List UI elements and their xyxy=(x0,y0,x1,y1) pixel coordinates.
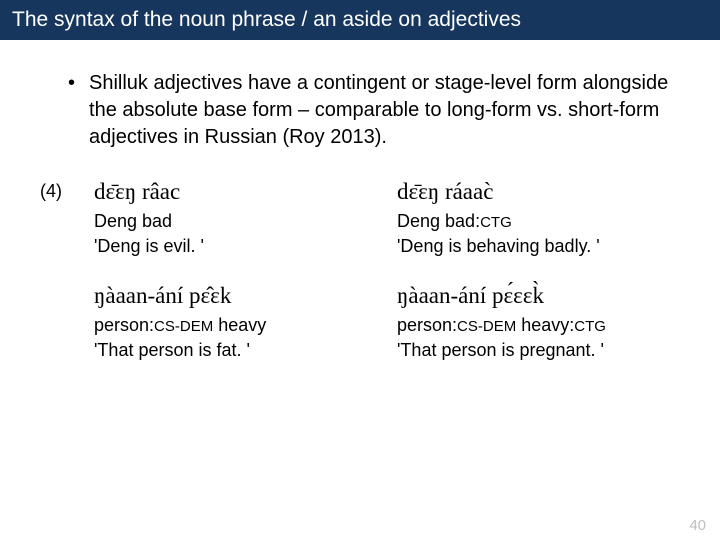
shilluk-line: ŋàaan-ání pɛ́ɛɛk̀ xyxy=(397,283,680,309)
page-number: 40 xyxy=(689,517,706,534)
slide-title-bar: The syntax of the noun phrase / an aside… xyxy=(0,0,720,40)
gloss-text: Deng bad: xyxy=(397,211,480,231)
example-b: dɛ̄ɛŋ ráaac̀ Deng bad:CTG 'Deng is behav… xyxy=(397,179,680,279)
gloss-smallcaps: CS-DEM xyxy=(457,318,516,335)
gloss-line: person:CS-DEM heavy xyxy=(94,315,377,336)
gloss-text: person: xyxy=(397,315,457,335)
translation-line: 'Deng is evil. ' xyxy=(94,236,377,257)
example-a: dɛ̄ɛŋ râac Deng bad 'Deng is evil. ' xyxy=(94,179,377,279)
gloss-text: person: xyxy=(94,315,154,335)
translation-line: 'That person is pregnant. ' xyxy=(397,340,680,361)
gloss-smallcaps: CS-DEM xyxy=(154,318,213,335)
gloss-text: heavy: xyxy=(516,315,574,335)
examples-grid: dɛ̄ɛŋ râac Deng bad 'Deng is evil. ' dɛ̄… xyxy=(94,179,680,383)
slide-title: The syntax of the noun phrase / an aside… xyxy=(12,8,521,31)
example-number: (4) xyxy=(40,179,94,383)
gloss-smallcaps: CTG xyxy=(480,214,512,231)
shilluk-line: ŋàaan-ání pɛ̂ɛk xyxy=(94,283,377,309)
bullet-marker: • xyxy=(68,70,75,151)
slide-content: • Shilluk adjectives have a contingent o… xyxy=(0,40,720,383)
shilluk-line: dɛ̄ɛŋ ráaac̀ xyxy=(397,179,680,205)
gloss-text: heavy xyxy=(213,315,266,335)
gloss-smallcaps: CTG xyxy=(574,318,606,335)
translation-line: 'That person is fat. ' xyxy=(94,340,377,361)
example-wrapper: (4) dɛ̄ɛŋ râac Deng bad 'Deng is evil. '… xyxy=(40,179,680,383)
bullet-block: • Shilluk adjectives have a contingent o… xyxy=(40,70,680,151)
gloss-line: Deng bad xyxy=(94,211,377,232)
gloss-line: person:CS-DEM heavy:CTG xyxy=(397,315,680,336)
gloss-text: Deng bad xyxy=(94,211,172,231)
example-d: ŋàaan-ání pɛ́ɛɛk̀ person:CS-DEM heavy:CT… xyxy=(397,283,680,383)
gloss-line: Deng bad:CTG xyxy=(397,211,680,232)
bullet-text: Shilluk adjectives have a contingent or … xyxy=(89,70,680,151)
example-c: ŋàaan-ání pɛ̂ɛk person:CS-DEM heavy 'Tha… xyxy=(94,283,377,383)
shilluk-line: dɛ̄ɛŋ râac xyxy=(94,179,377,205)
translation-line: 'Deng is behaving badly. ' xyxy=(397,236,680,257)
